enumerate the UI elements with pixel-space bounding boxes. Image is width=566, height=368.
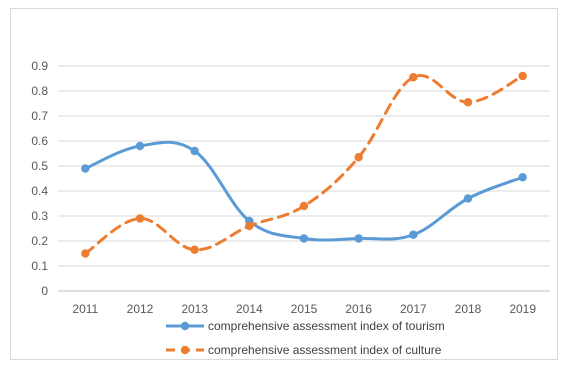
y-tick-label: 0.3	[31, 209, 48, 223]
x-tick-label: 2016	[345, 302, 372, 316]
data-point	[135, 214, 145, 223]
legend-label: comprehensive assessment index of touris…	[208, 319, 445, 333]
data-point	[190, 245, 199, 254]
y-tick-label: 0.4	[31, 184, 48, 198]
y-tick-label: 0.7	[31, 109, 48, 123]
chart-frame	[10, 8, 558, 360]
x-tick-label: 2015	[291, 302, 318, 316]
x-tick-label: 2019	[509, 302, 536, 316]
x-tick-label: 2017	[400, 302, 427, 316]
legend: comprehensive assessment index of touris…	[166, 319, 445, 357]
data-point	[299, 201, 309, 211]
legend-swatch-marker	[180, 321, 190, 331]
data-point	[409, 73, 418, 82]
data-point	[463, 194, 473, 203]
data-point	[245, 221, 254, 231]
y-tick-label: 0	[41, 284, 48, 298]
data-point	[518, 71, 527, 81]
data-point	[409, 230, 418, 239]
legend-swatch-marker	[180, 345, 190, 355]
y-tick-label: 0.5	[31, 159, 48, 173]
x-tick-label: 2014	[236, 302, 263, 316]
x-axis-ticks: 2011 2012 2013 2014 2015 2016 2017 2018 2019	[72, 302, 536, 316]
x-tick-label: 2011	[72, 302, 98, 316]
data-point	[81, 164, 90, 173]
y-tick-label: 0.9	[31, 59, 48, 73]
data-point	[135, 141, 145, 151]
data-point	[81, 249, 90, 258]
y-tick-label: 0.2	[31, 234, 48, 248]
gridlines	[58, 65, 550, 292]
y-tick-label: 0.1	[31, 259, 48, 273]
y-axis-ticks: 0 0.1 0.2 0.3 0.4 0.5 0.6 0.7 0.8 0.9	[31, 59, 48, 298]
x-tick-label: 2018	[455, 302, 482, 316]
series-group	[81, 71, 527, 258]
data-point	[463, 98, 473, 107]
y-tick-label: 0.6	[31, 134, 48, 148]
x-tick-label: 2013	[181, 302, 208, 316]
data-point	[518, 173, 527, 182]
data-point	[299, 234, 309, 243]
y-tick-label: 0.8	[31, 84, 48, 98]
data-point	[190, 146, 199, 156]
data-point	[354, 234, 363, 243]
x-tick-label: 2012	[127, 302, 154, 316]
series-line	[83, 74, 525, 255]
legend-label: comprehensive assessment index of cultur…	[208, 343, 442, 357]
data-point	[354, 153, 363, 162]
